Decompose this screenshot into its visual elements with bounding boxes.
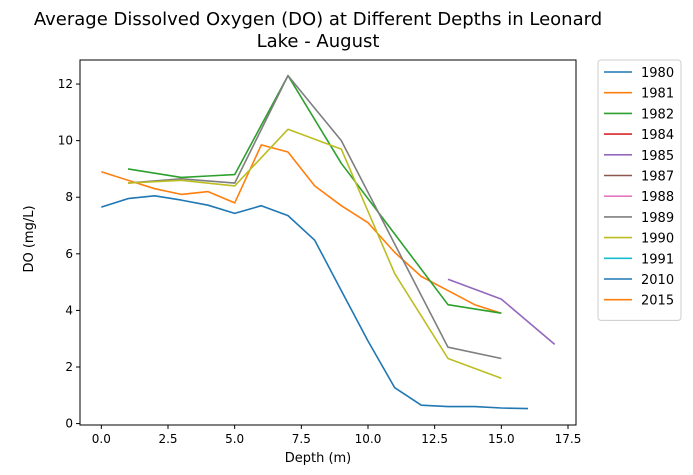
legend-item-1984: 1984	[604, 128, 674, 143]
chart-title-line-1: Average Dissolved Oxygen (DO) at Differe…	[34, 9, 602, 30]
chart-title: Average Dissolved Oxygen (DO) at Differe…	[34, 9, 602, 52]
x-tick-label: 15.0	[488, 432, 515, 446]
series-line-1989	[127, 74, 502, 360]
legend-label: 1990	[641, 232, 674, 247]
legend-label: 1987	[641, 170, 674, 185]
series-layer	[101, 74, 556, 410]
legend-item-1982: 1982	[604, 107, 674, 122]
legend-label: 1984	[641, 128, 674, 143]
x-tick-label: 5.0	[225, 432, 244, 446]
legend-item-1981: 1981	[604, 87, 674, 102]
series-line-1982	[127, 74, 502, 314]
legend-label: 1982	[641, 107, 674, 122]
y-tick-label: 8	[65, 190, 73, 204]
legend-item-1990: 1990	[604, 232, 674, 247]
y-tick-label: 2	[65, 360, 73, 374]
legend-item-1980: 1980	[604, 66, 674, 81]
legend-item-2010: 2010	[604, 273, 674, 288]
y-tick-label: 10	[58, 134, 73, 148]
plot-frame	[79, 59, 577, 426]
x-tick-label: 10.0	[355, 432, 382, 446]
series-line-1990	[127, 128, 502, 380]
legend-label: 1980	[641, 66, 674, 81]
legend-label: 1981	[641, 87, 674, 102]
legend: 1980 1981 1982 1984 1985 1987 1988 1989 1990 1991…	[597, 59, 682, 321]
legend-label: 1988	[641, 190, 674, 205]
x-axis-label: Depth (m)	[285, 451, 352, 466]
legend-label: 1989	[641, 211, 674, 226]
legend-item-1991: 1991	[604, 252, 674, 267]
legend-box	[597, 59, 682, 321]
legend-label: 2015	[641, 294, 674, 309]
y-tick-label: 6	[65, 247, 73, 261]
x-tick-label: 7.5	[292, 432, 311, 446]
series-line-1981	[101, 144, 502, 314]
y-tick-label: 12	[58, 77, 73, 91]
y-tick-label: 4	[65, 303, 73, 317]
y-tick-label: 0	[65, 417, 73, 431]
legend-item-2015: 2015	[604, 294, 674, 309]
x-tick-label: 2.5	[158, 432, 177, 446]
chart-title-line-2: Lake - August	[257, 31, 380, 52]
legend-label: 1991	[641, 252, 674, 267]
x-tick-label: 12.5	[421, 432, 448, 446]
x-axis-ticks: 0.0 2.5 5.0 7.5 10.0 12.5 15.0 17.5	[92, 425, 582, 446]
legend-item-1987: 1987	[604, 170, 674, 185]
x-tick-label: 0.0	[92, 432, 111, 446]
legend-item-1988: 1988	[604, 190, 674, 205]
y-axis-ticks: 0 2 4 6 8 10 12	[58, 77, 80, 431]
series-line-1985	[447, 278, 556, 346]
x-tick-label: 17.5	[555, 432, 582, 446]
legend-item-1985: 1985	[604, 149, 674, 164]
legend-label: 1985	[641, 149, 674, 164]
legend-label: 2010	[641, 273, 674, 288]
y-axis-label: DO (mg/L)	[22, 205, 37, 272]
series-line-1980	[101, 195, 529, 410]
legend-item-1989: 1989	[604, 211, 674, 226]
